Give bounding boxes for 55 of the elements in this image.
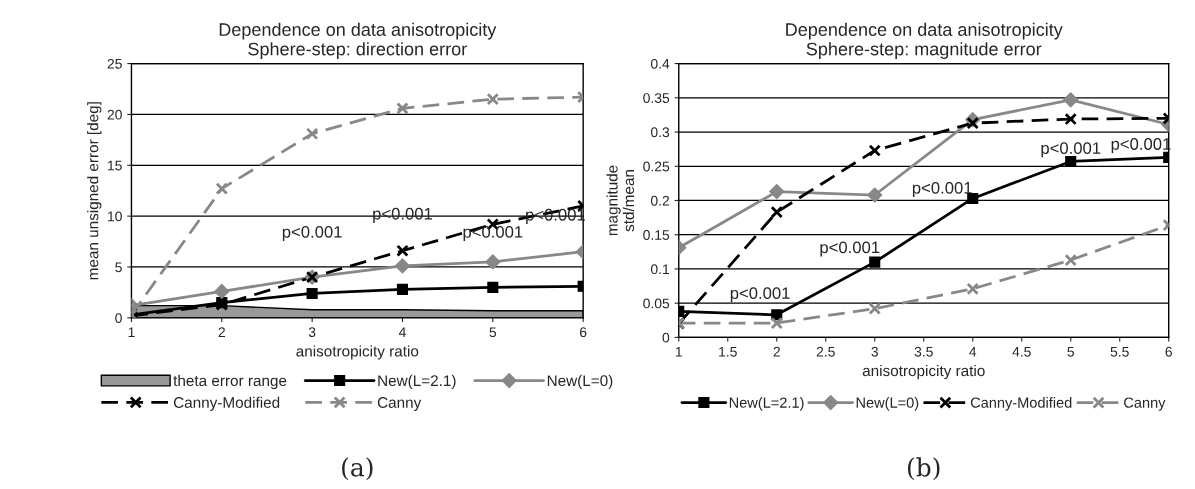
- x-tick-label: 4: [398, 327, 406, 337]
- text: (a): [342, 457, 373, 481]
- y-tick-label: 0.4: [650, 58, 670, 69]
- x-tick-label: 1: [675, 346, 682, 357]
- legend-label: New(L=2.1): [378, 374, 456, 390]
- annotation: p<0.001: [820, 241, 880, 257]
- text: (b): [907, 457, 940, 481]
- x-tick-label: 3: [871, 346, 878, 357]
- x-tick-label: 5.5: [1110, 346, 1129, 357]
- y-tick-label: 0.25: [643, 161, 670, 172]
- x-tick-label: 2.5: [816, 346, 835, 357]
- y-tick-label: 0.1: [650, 264, 670, 275]
- y-tick-label: 0: [115, 313, 122, 324]
- y-tick-label: 0.35: [643, 93, 670, 103]
- annotation: p<0.001: [463, 225, 523, 242]
- y-axis-title: magnitude std/mean: [606, 165, 635, 236]
- y-tick-label: 0.15: [643, 230, 670, 240]
- x-tick-label: 2: [773, 346, 780, 357]
- x-tick-label: 2: [218, 327, 225, 337]
- y-tick-label: 0: [662, 332, 670, 343]
- annotation: p<0.001: [282, 225, 342, 242]
- x-tick-label: 1: [128, 327, 135, 337]
- chart-title: Dependence on data anisotropicity Sphere-step: direction error: [219, 22, 497, 59]
- x-tick-label: 3.5: [914, 346, 933, 357]
- chart-title: Dependence on data anisotropicity Sphere-step: magnitude error: [786, 22, 1063, 59]
- y-tick-label: 0.3: [650, 127, 670, 138]
- annotation: p<0.001: [1041, 142, 1101, 158]
- x-tick-label: 6: [1165, 346, 1172, 357]
- x-axis-title: anisotropicity ratio: [862, 364, 985, 380]
- x-axis-title: anisotropicity ratio: [296, 345, 419, 360]
- y-tick-label: 0.2: [650, 195, 670, 206]
- y-tick-label: 0.05: [643, 298, 670, 309]
- x-tick-label: 4.5: [1012, 346, 1031, 357]
- legend-label: Canny-Modified: [173, 396, 280, 411]
- y-tick-label: 10: [108, 211, 122, 222]
- y-tick-label: 15: [108, 160, 122, 171]
- x-tick-label: 1.5: [719, 346, 737, 357]
- x-tick-label: 5: [1067, 346, 1074, 357]
- legend-label: New(L=0): [547, 374, 613, 390]
- y-tick-label: 5: [115, 262, 122, 273]
- annotation: p<0.001: [912, 181, 972, 198]
- y-tick-label: 25: [107, 58, 122, 69]
- legend-label: Canny: [1124, 397, 1166, 411]
- legend-label: Canny-Modified: [970, 397, 1072, 411]
- x-tick-label: 5: [489, 327, 497, 338]
- x-tick-label: 4: [969, 346, 977, 357]
- x-tick-label: 3: [308, 327, 316, 338]
- y-tick-label: 20: [107, 109, 122, 120]
- x-tick-label: 6: [580, 327, 587, 338]
- legend-label: Canny: [377, 397, 422, 411]
- legend-label: New(L=0): [856, 397, 919, 411]
- legend-label: theta error range: [173, 374, 287, 390]
- legend-label: New(L=2.1): [729, 397, 804, 411]
- y-axis-title: mean unsigned error [deg]: [87, 102, 102, 280]
- annotation: p<0.001: [730, 287, 790, 303]
